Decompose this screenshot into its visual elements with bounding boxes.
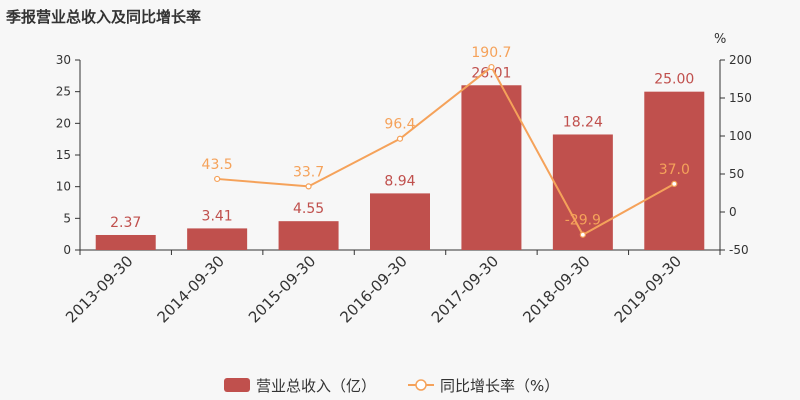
bar-data-label: 4.55	[293, 201, 324, 217]
x-tick-label: 2013-09-30	[62, 252, 136, 326]
x-tick-label: 2014-09-30	[154, 252, 228, 326]
legend-bar-swatch[interactable]	[224, 378, 250, 392]
line-point	[396, 135, 404, 142]
y-right-tick-label: 150	[729, 91, 752, 105]
legend-line-marker[interactable]	[415, 379, 427, 391]
x-tick-labels: 2013-09-30 2014-09-30 2015-09-30 2016-09-30…	[62, 252, 685, 326]
y-right-tick-label: 0	[729, 205, 737, 219]
line-data-label: -29.9	[565, 213, 601, 229]
chart-title: 季报营业总收入及同比增长率	[6, 8, 201, 26]
y-right-tick-label: -50	[729, 243, 749, 257]
legend: 营业总收入（亿） 同比增长率（%）	[224, 377, 559, 395]
bar	[278, 221, 339, 250]
y-right-tick-label: 50	[729, 167, 744, 181]
growth-line	[217, 65, 675, 237]
y-left-tick-label: 5	[63, 211, 71, 225]
bar	[644, 91, 705, 251]
y-left-tick-label: 20	[56, 116, 71, 130]
bar	[187, 228, 248, 250]
x-tick-label: 2018-09-30	[519, 252, 593, 326]
legend-bar-label[interactable]: 营业总收入（亿）	[256, 377, 376, 395]
bar	[95, 234, 156, 250]
line-point	[488, 63, 495, 71]
bar	[461, 85, 522, 251]
bar-data-label: 3.41	[202, 208, 233, 224]
y-left-tick-label: 25	[56, 85, 71, 99]
line-labels: 43.5 33.7 96.4 190.7 -29.9 37.0	[202, 45, 690, 229]
x-tick-label: 2015-09-30	[245, 252, 319, 326]
y-left-tick-label: 15	[56, 148, 71, 162]
bar	[370, 193, 430, 250]
bar-series	[95, 85, 705, 251]
y-left-tick-label: 0	[63, 243, 71, 257]
y-right-tick-label: 200	[729, 53, 752, 67]
line-data-label: 33.7	[293, 164, 324, 180]
line-point	[579, 231, 586, 238]
line-point	[305, 183, 312, 190]
line-point	[671, 180, 678, 187]
bar-data-label: 2.37	[110, 215, 141, 231]
bar	[552, 134, 613, 250]
bar-data-label: 26.01	[471, 65, 511, 81]
line-point	[214, 175, 221, 183]
line-data-label: 43.5	[202, 157, 233, 173]
bar-data-label: 8.94	[384, 173, 415, 189]
line-data-label: 37.0	[659, 162, 690, 178]
y-right-tick-label: 100	[729, 129, 752, 143]
line-data-label: 190.7	[471, 45, 511, 61]
legend-line-label[interactable]: 同比增长率（%）	[440, 377, 559, 395]
axes: 0 5 10 15 20 25 30 -50 0 50 100 150 200%	[56, 32, 752, 257]
y-right-unit: %	[714, 32, 726, 47]
line-data-label: 96.4	[384, 117, 415, 133]
y-left-tick-label: 10	[56, 180, 71, 194]
bar-data-label: 25.00	[654, 72, 694, 88]
x-tick-label: 2017-09-30	[428, 252, 502, 326]
line-series	[214, 63, 678, 238]
x-tick-label: 2016-09-30	[336, 252, 410, 326]
x-tick-label: 2019-09-30	[611, 252, 685, 326]
bar-data-label: 18.24	[563, 114, 603, 130]
y-left-tick-label: 30	[56, 53, 71, 67]
bar-labels: 2.37 3.41 4.55 8.94 26.01 18.24 25.00	[110, 65, 694, 231]
